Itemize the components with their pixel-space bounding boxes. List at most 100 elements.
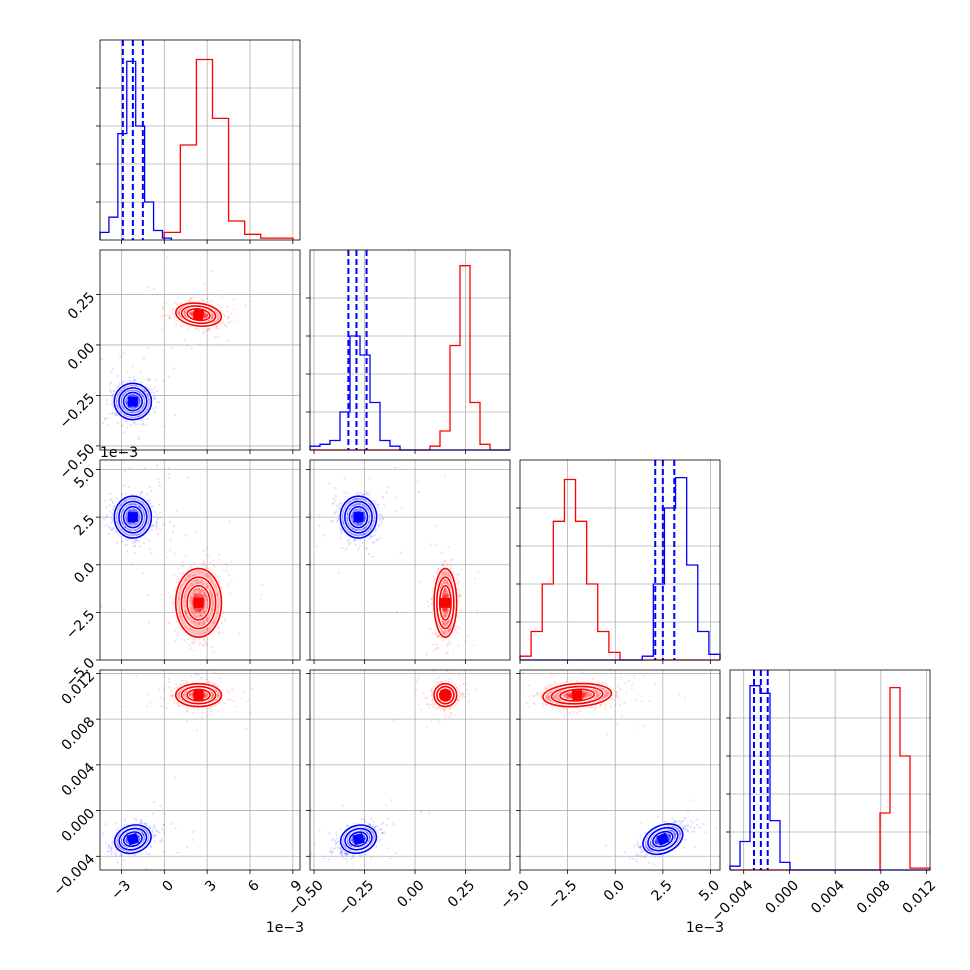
red-density-peak bbox=[192, 309, 205, 321]
blue-sample-point bbox=[358, 503, 362, 506]
red-sample-point bbox=[188, 644, 191, 647]
red-sample-point bbox=[199, 581, 202, 584]
blue-sample-point bbox=[112, 389, 115, 392]
red-sample-point bbox=[189, 312, 192, 315]
red-sample-point bbox=[197, 622, 200, 625]
red-sample-point bbox=[452, 649, 455, 652]
red-sample-point bbox=[205, 595, 208, 598]
red-sample-point bbox=[183, 314, 187, 317]
red-contour-line bbox=[186, 584, 211, 621]
blue-sample-point bbox=[68, 546, 70, 548]
red-sample-point bbox=[213, 336, 216, 339]
red-sample-point bbox=[226, 305, 229, 308]
red-sample-point bbox=[165, 706, 168, 710]
red-sample-point bbox=[244, 304, 247, 307]
red-sample-point bbox=[185, 613, 188, 616]
red-sample-point bbox=[179, 308, 182, 311]
red-sample-point bbox=[429, 627, 432, 630]
red-sample-point bbox=[224, 702, 227, 705]
blue-sample-point bbox=[154, 510, 157, 513]
blue-sample-point bbox=[122, 352, 125, 355]
blue-sample-point bbox=[339, 505, 342, 508]
blue-sample-point bbox=[356, 522, 359, 525]
red-sample-point bbox=[176, 579, 180, 582]
blue-sample-point bbox=[125, 543, 128, 546]
blue-density-contours bbox=[338, 494, 379, 540]
blue-sample-point bbox=[375, 538, 378, 541]
blue-sample-point bbox=[130, 406, 133, 409]
blue-sample-point bbox=[400, 507, 403, 510]
red-sample-point bbox=[204, 313, 208, 317]
blue-sample-point bbox=[105, 398, 109, 402]
blue-sample-point bbox=[105, 514, 108, 517]
red-sample-point bbox=[148, 621, 151, 624]
blue-sample-point bbox=[139, 545, 142, 548]
red-sample-point bbox=[188, 694, 191, 697]
red-sample-point bbox=[183, 604, 186, 607]
blue-sample-point bbox=[168, 520, 171, 524]
red-sample-point bbox=[425, 691, 427, 693]
red-sample-point bbox=[205, 643, 208, 646]
blue-sample-point bbox=[150, 528, 154, 531]
red-sample-point bbox=[210, 579, 213, 582]
blue-sample-point bbox=[368, 490, 371, 493]
red-sample-point bbox=[221, 569, 224, 572]
blue-sample-point bbox=[114, 413, 117, 416]
red-sample-point bbox=[445, 623, 448, 626]
red-sample-point bbox=[158, 527, 162, 531]
red-sample-point bbox=[193, 580, 196, 583]
red-sample-point bbox=[183, 679, 186, 682]
panel-frame bbox=[519, 459, 721, 661]
red-sample-point bbox=[443, 589, 446, 592]
blue-sample-point bbox=[133, 394, 136, 397]
red-sample-point bbox=[193, 561, 196, 565]
blue-sample-point bbox=[110, 498, 113, 501]
red-sample-point bbox=[178, 704, 181, 707]
red-sample-point bbox=[216, 335, 219, 339]
blue-sample-point bbox=[351, 513, 354, 516]
red-sample-point bbox=[205, 603, 209, 606]
blue-sample-point bbox=[106, 403, 109, 406]
red-sample-point bbox=[194, 592, 197, 595]
blue-sample-point bbox=[144, 537, 147, 540]
blue-sample-point bbox=[343, 477, 346, 480]
blue-sample-point bbox=[116, 414, 119, 417]
blue-sample-point bbox=[100, 605, 103, 608]
blue-sample-point bbox=[106, 416, 109, 419]
red-sample-point bbox=[446, 581, 449, 584]
red-sample-point bbox=[145, 705, 149, 708]
blue-sample-point bbox=[129, 522, 132, 525]
blue-sample-point bbox=[133, 552, 136, 555]
red-sample-point bbox=[199, 611, 203, 614]
red-sample-point bbox=[436, 647, 439, 650]
blue-sample-point bbox=[144, 423, 147, 426]
red-sample-point bbox=[222, 612, 225, 615]
red-sample-point bbox=[207, 576, 210, 579]
red-sample-point bbox=[210, 269, 213, 273]
blue-sample-point bbox=[364, 515, 367, 518]
red-sample-point bbox=[188, 297, 191, 300]
blue-sample-point bbox=[173, 524, 176, 528]
blue-sample-point bbox=[102, 524, 106, 528]
red-sample-point bbox=[209, 589, 212, 592]
red-sample-point bbox=[196, 588, 199, 592]
blue-sample-point bbox=[125, 401, 128, 404]
blue-sample-point bbox=[380, 521, 383, 525]
red-sample-point bbox=[184, 577, 188, 580]
red-sample-point bbox=[183, 639, 186, 642]
red-sample-point bbox=[168, 622, 171, 625]
blue-sample-point bbox=[157, 477, 160, 481]
blue-sample-point bbox=[378, 517, 381, 520]
red-sample-point bbox=[211, 694, 214, 697]
blue-sample-point bbox=[360, 509, 363, 512]
blue-sample-point bbox=[106, 424, 110, 427]
red-density-peak bbox=[193, 597, 204, 608]
blue-sample-point bbox=[357, 497, 360, 500]
red-sample-point bbox=[197, 623, 200, 626]
red-sample-point bbox=[170, 694, 173, 697]
blue-sample-point bbox=[139, 526, 142, 529]
red-sample-point bbox=[443, 582, 446, 585]
blue-sample-point bbox=[385, 491, 388, 494]
red-sample-point bbox=[161, 328, 164, 331]
blue-sample-point bbox=[147, 499, 150, 502]
